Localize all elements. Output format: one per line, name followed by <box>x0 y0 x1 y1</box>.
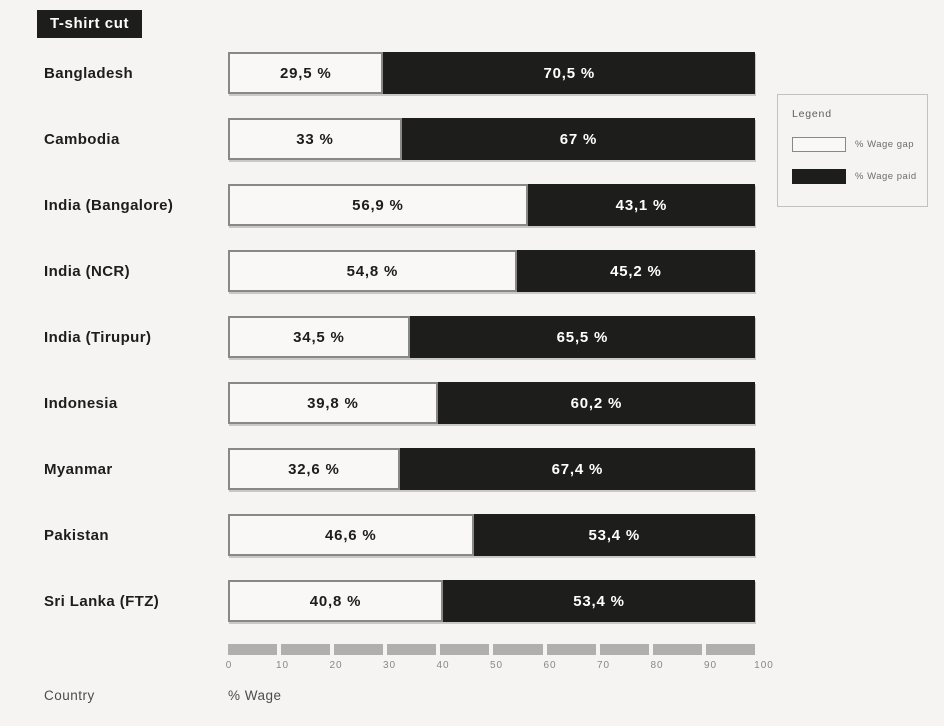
wage-paid-segment[interactable]: 65,5 % <box>409 316 755 358</box>
country-label: India (NCR) <box>44 262 131 280</box>
stacked-bar[interactable]: 34,5 % 65,5 % <box>228 316 755 358</box>
x-axis-tick: 90 <box>703 660 718 671</box>
legend-item-label: % Wage paid <box>855 171 917 182</box>
legend-title: Legend <box>792 108 832 120</box>
ruler-segment <box>387 644 437 655</box>
wage-gap-segment[interactable]: 29,5 % <box>228 52 384 94</box>
wage-gap-swatch-icon <box>792 137 846 152</box>
chart-row: India (NCR) 54,8 % 45,2 % <box>0 250 944 292</box>
wage-gap-segment[interactable]: 33 % <box>228 118 402 160</box>
y-axis-title: Country <box>44 688 95 703</box>
chart-title: T-shirt cut <box>50 15 130 32</box>
x-axis-tick: 0 <box>225 660 233 671</box>
stacked-bar[interactable]: 33 % 67 % <box>228 118 755 160</box>
chart-title-badge: T-shirt cut <box>37 10 143 38</box>
x-axis-tick: 60 <box>543 660 557 671</box>
wage-paid-segment[interactable]: 67 % <box>401 118 755 160</box>
x-axis-tick: 100 <box>754 660 774 671</box>
stacked-bar[interactable]: 29,5 % 70,5 % <box>228 52 755 94</box>
chart-row: Pakistan 46,6 % 53,4 % <box>0 514 944 556</box>
x-axis-tick: 30 <box>382 660 397 671</box>
ruler-segment <box>546 644 596 655</box>
wage-gap-segment[interactable]: 40,8 % <box>228 580 444 622</box>
wage-paid-segment[interactable]: 43,1 % <box>527 184 755 226</box>
chart-row: India (Bangalore) 56,9 % 43,1 % <box>0 184 944 226</box>
country-label: India (Bangalore) <box>44 196 174 214</box>
stacked-bar[interactable]: 39,8 % 60,2 % <box>228 382 755 424</box>
country-label: Indonesia <box>44 394 118 412</box>
chart-row: India (Tirupur) 34,5 % 65,5 % <box>0 316 944 358</box>
wage-gap-segment[interactable]: 39,8 % <box>228 382 438 424</box>
chart-row: Cambodia 33 % 67 % <box>0 118 944 160</box>
wage-gap-segment[interactable]: 54,8 % <box>228 250 517 292</box>
legend-item-wage-gap: % Wage gap <box>792 137 915 152</box>
ruler-segment <box>334 644 384 655</box>
stacked-bar[interactable]: 54,8 % 45,2 % <box>228 250 755 292</box>
chart-row: Bangladesh 29,5 % 70,5 % <box>0 52 944 94</box>
wage-gap-segment[interactable]: 34,5 % <box>228 316 410 358</box>
wage-paid-segment[interactable]: 53,4 % <box>473 514 755 556</box>
country-label: Pakistan <box>44 526 109 544</box>
country-label: Bangladesh <box>44 64 134 82</box>
wage-gap-segment[interactable]: 46,6 % <box>228 514 474 556</box>
stacked-bar[interactable]: 56,9 % 43,1 % <box>228 184 755 226</box>
ruler-segment <box>281 644 331 655</box>
country-label: Cambodia <box>44 130 120 148</box>
wage-paid-segment[interactable]: 60,2 % <box>437 382 755 424</box>
wage-gap-segment[interactable]: 56,9 % <box>228 184 528 226</box>
ruler-segment <box>440 644 490 655</box>
wage-paid-segment[interactable]: 53,4 % <box>443 580 755 622</box>
legend-item-wage-paid: % Wage paid <box>792 169 916 184</box>
x-axis-tick: 20 <box>329 660 343 671</box>
stacked-bar[interactable]: 46,6 % 53,4 % <box>228 514 755 556</box>
country-label: Sri Lanka (FTZ) <box>44 592 160 610</box>
country-label: India (Tirupur) <box>44 328 152 346</box>
x-axis-tick: 50 <box>489 660 504 671</box>
stacked-bar[interactable]: 40,8 % 53,4 % <box>228 580 755 622</box>
x-axis-tick-labels: 0 10 20 30 40 50 60 70 80 90 100 <box>0 660 944 674</box>
wage-paid-segment[interactable]: 67,4 % <box>399 448 755 490</box>
x-axis-title: % Wage <box>228 688 282 703</box>
x-axis-tick: 40 <box>436 660 450 671</box>
wage-paid-segment[interactable]: 45,2 % <box>516 250 755 292</box>
x-axis-ruler <box>228 644 755 655</box>
wage-paid-swatch-icon <box>792 169 846 184</box>
x-axis-tick: 10 <box>275 660 290 671</box>
wage-paid-segment[interactable]: 70,5 % <box>383 52 755 94</box>
ruler-segment <box>705 644 755 655</box>
x-axis-tick: 70 <box>596 660 611 671</box>
wage-gap-segment[interactable]: 32,6 % <box>228 448 400 490</box>
legend: Legend % Wage gap % Wage paid <box>777 94 928 207</box>
stacked-bar[interactable]: 32,6 % 67,4 % <box>228 448 755 490</box>
ruler-segment <box>228 644 278 655</box>
x-axis-tick: 80 <box>650 660 664 671</box>
chart-row: Sri Lanka (FTZ) 40,8 % 53,4 % <box>0 580 944 622</box>
ruler-segment <box>493 644 543 655</box>
country-label: Myanmar <box>44 460 113 478</box>
ruler-segment <box>599 644 649 655</box>
chart-row: Indonesia 39,8 % 60,2 % <box>0 382 944 424</box>
ruler-segment <box>652 644 702 655</box>
legend-item-label: % Wage gap <box>855 139 915 150</box>
chart-row: Myanmar 32,6 % 67,4 % <box>0 448 944 490</box>
